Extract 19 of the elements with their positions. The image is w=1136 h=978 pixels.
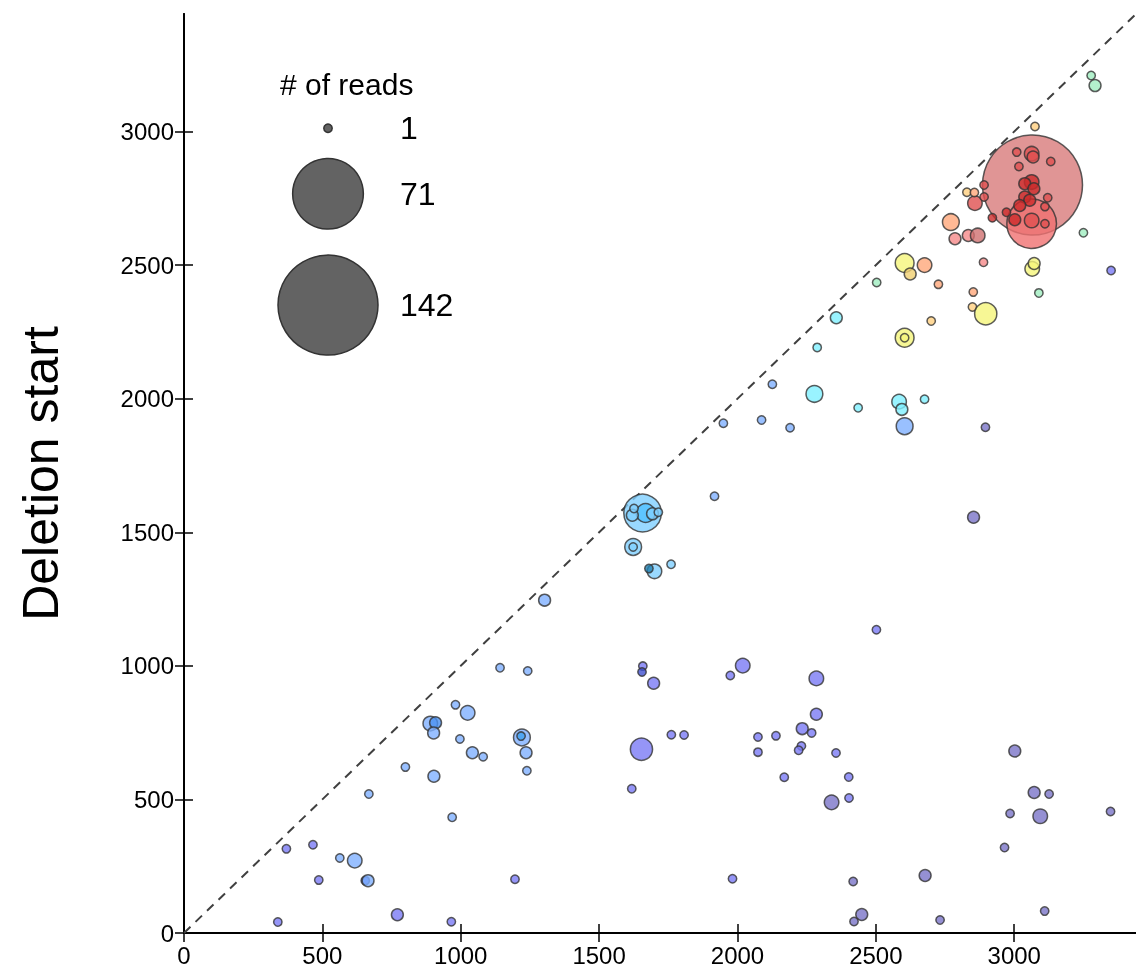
legend-label: 71 — [400, 175, 436, 212]
y-tick-label: 500 — [133, 785, 174, 813]
x-tick-label: 1500 — [572, 941, 626, 969]
x-tick-label: 1000 — [434, 941, 488, 969]
x-tick-label: 2000 — [710, 941, 765, 969]
x-tick-label: 0 — [177, 941, 191, 969]
y-tick-label: 2000 — [120, 385, 174, 413]
y-tick-label: 3000 — [120, 118, 174, 146]
legend-label: 142 — [400, 287, 454, 324]
y-tick-label: 1500 — [120, 518, 174, 546]
y-tick-label: 2500 — [120, 251, 174, 279]
x-tick-label: 500 — [302, 941, 343, 969]
x-tick-label: 2500 — [849, 941, 903, 969]
y-tick-label: 0 — [160, 919, 174, 947]
legend-label: 1 — [400, 110, 418, 147]
legend-title: # of reads — [280, 67, 414, 101]
y-axis-title: Deletion start — [13, 326, 69, 621]
x-tick-label: 3000 — [987, 941, 1041, 969]
y-tick-label: 1000 — [120, 652, 174, 680]
